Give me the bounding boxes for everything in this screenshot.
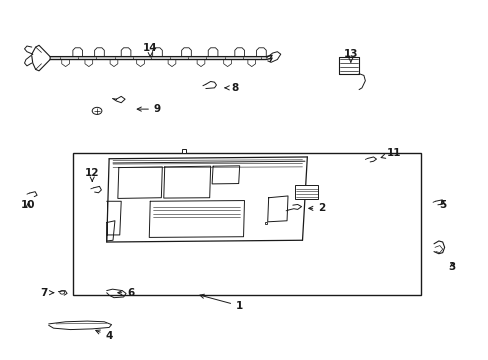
Text: 13: 13 bbox=[343, 49, 357, 62]
Bar bbox=[295, 185, 318, 199]
Bar bbox=[73, 153, 420, 295]
Text: 7: 7 bbox=[40, 288, 54, 298]
Text: 6: 6 bbox=[118, 288, 134, 298]
Text: 4: 4 bbox=[96, 330, 113, 341]
Text: 9: 9 bbox=[137, 104, 161, 114]
Text: 3: 3 bbox=[448, 262, 455, 272]
Text: 10: 10 bbox=[21, 200, 36, 210]
Text: 11: 11 bbox=[380, 148, 401, 158]
Text: 8: 8 bbox=[224, 83, 238, 93]
Text: 12: 12 bbox=[85, 168, 99, 181]
Text: 2: 2 bbox=[308, 203, 325, 213]
Text: 1: 1 bbox=[200, 294, 243, 311]
Text: 14: 14 bbox=[142, 43, 157, 57]
Text: 5: 5 bbox=[438, 200, 446, 210]
